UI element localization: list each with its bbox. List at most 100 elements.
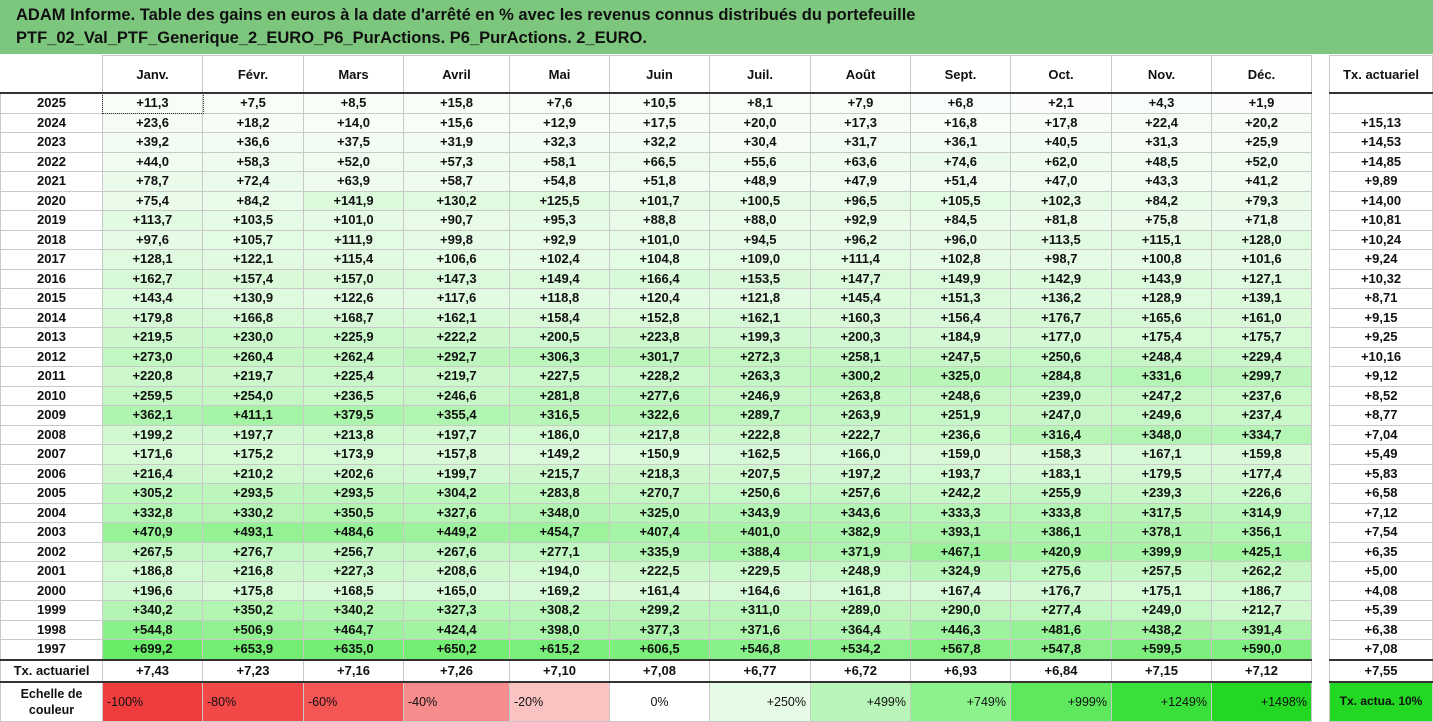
table-row: 1999 +340,2 +350,2 +340,2 +327,3 +308,2 +299,2… bbox=[0, 600, 1312, 621]
rate-cell: +10,81 bbox=[1329, 210, 1433, 231]
rate-cell: +8,77 bbox=[1329, 405, 1433, 426]
rate-cell: +6,38 bbox=[1329, 619, 1433, 640]
gain-cell: +101,7 bbox=[609, 190, 710, 211]
gain-cell: +249,6 bbox=[1111, 405, 1212, 426]
gain-cell: +293,5 bbox=[303, 483, 404, 504]
gain-cell: +175,2 bbox=[202, 444, 304, 465]
header-row: Tx. actuariel bbox=[1329, 55, 1433, 94]
gain-cell: +143,9 bbox=[1111, 268, 1212, 289]
gain-cell: +340,2 bbox=[102, 600, 203, 621]
year-cell: 2004 bbox=[0, 502, 103, 523]
gain-cell: +160,3 bbox=[810, 307, 911, 328]
gain-cell: +184,9 bbox=[910, 327, 1011, 348]
gain-cell: +177,0 bbox=[1010, 327, 1112, 348]
year-cell: 2000 bbox=[0, 580, 103, 601]
gain-cell: +162,1 bbox=[403, 307, 510, 328]
header-row: Janv. Févr. Mars Avril Mai Juin Juil. Août Sept.… bbox=[0, 55, 1312, 94]
table-row: 2024 +23,6 +18,2 +14,0 +15,6 +12,9 +17,5 +20,0 +… bbox=[0, 112, 1312, 133]
gain-cell: +355,4 bbox=[403, 405, 510, 426]
gain-cell: +615,2 bbox=[509, 639, 610, 660]
table-row: 2020 +75,4 +84,2 +141,9 +130,2 +125,5 +101,7 +1… bbox=[0, 190, 1312, 211]
year-cell: 2021 bbox=[0, 171, 103, 192]
table-row: +9,89 bbox=[1329, 171, 1433, 192]
gain-cell: +66,5 bbox=[609, 151, 710, 172]
gain-cell: +230,0 bbox=[202, 327, 304, 348]
gain-cell: +327,6 bbox=[403, 502, 510, 523]
gain-cell: +197,2 bbox=[810, 463, 911, 484]
table-row: 2014 +179,8 +166,8 +168,7 +162,1 +158,4 +152,8… bbox=[0, 307, 1312, 328]
gain-cell: +157,8 bbox=[403, 444, 510, 465]
gain-cell: +250,6 bbox=[709, 483, 811, 504]
gain-cell: +58,1 bbox=[509, 151, 610, 172]
gain-cell: +350,2 bbox=[202, 600, 304, 621]
gain-cell: +142,9 bbox=[1010, 268, 1112, 289]
gain-cell: +63,6 bbox=[810, 151, 911, 172]
gain-cell: +199,2 bbox=[102, 424, 203, 445]
actuarial-value: +6,84 bbox=[1010, 658, 1112, 683]
gain-cell: +348,0 bbox=[509, 502, 610, 523]
year-cell: 2008 bbox=[0, 424, 103, 445]
gain-cell: +84,2 bbox=[1111, 190, 1212, 211]
gain-cell: +262,2 bbox=[1211, 561, 1312, 582]
year-cell: 2018 bbox=[0, 229, 103, 250]
month-header: Mars bbox=[303, 55, 404, 94]
gain-cell: +247,5 bbox=[910, 346, 1011, 367]
actuarial-rate-table: Tx. actuariel +15,13 +14,53 +14,85 +9,89 +14,… bbox=[1329, 55, 1433, 722]
gain-cell: +74,6 bbox=[910, 151, 1011, 172]
gain-cell: +72,4 bbox=[202, 171, 304, 192]
table-row: +9,12 bbox=[1329, 366, 1433, 387]
table-row: +10,81 bbox=[1329, 210, 1433, 231]
gain-cell: +147,3 bbox=[403, 268, 510, 289]
gain-cell: +125,5 bbox=[509, 190, 610, 211]
gain-cell: +17,3 bbox=[810, 112, 911, 133]
gain-cell: +7,5 bbox=[202, 92, 304, 114]
gain-cell: +281,8 bbox=[509, 385, 610, 406]
gain-cell: +75,8 bbox=[1111, 210, 1212, 231]
gain-cell: +88,0 bbox=[709, 210, 811, 231]
year-cell: 2020 bbox=[0, 190, 103, 211]
gain-cell: +254,0 bbox=[202, 385, 304, 406]
gain-cell: +159,8 bbox=[1211, 444, 1312, 465]
gain-cell: +51,8 bbox=[609, 171, 710, 192]
gain-cell: +22,4 bbox=[1111, 112, 1212, 133]
gain-cell: +121,8 bbox=[709, 288, 811, 309]
table-row: 2009 +362,1 +411,1 +379,5 +355,4 +316,5 +322,6… bbox=[0, 405, 1312, 426]
gain-cell: +256,7 bbox=[303, 541, 404, 562]
gain-cell: +20,0 bbox=[709, 112, 811, 133]
gain-cell: +467,1 bbox=[910, 541, 1011, 562]
gain-cell: +411,1 bbox=[202, 405, 304, 426]
month-header: Nov. bbox=[1111, 55, 1212, 94]
gain-cell: +111,9 bbox=[303, 229, 404, 250]
gain-cell: +100,5 bbox=[709, 190, 811, 211]
gain-cell: +130,2 bbox=[403, 190, 510, 211]
gain-cell: +212,7 bbox=[1211, 600, 1312, 621]
actuarial-value: +6,72 bbox=[810, 658, 911, 683]
year-cell: 2010 bbox=[0, 385, 103, 406]
rate-cell: +5,00 bbox=[1329, 561, 1433, 582]
gain-cell: +356,1 bbox=[1211, 522, 1312, 543]
gain-cell: +31,3 bbox=[1111, 132, 1212, 153]
gain-cell: +166,8 bbox=[202, 307, 304, 328]
gain-cell: +343,6 bbox=[810, 502, 911, 523]
color-scale-step: -60% bbox=[303, 681, 404, 722]
gain-cell: +277,6 bbox=[609, 385, 710, 406]
gain-cell: +113,5 bbox=[1010, 229, 1112, 250]
table-row: +9,25 bbox=[1329, 327, 1433, 348]
gain-cell: +225,4 bbox=[303, 366, 404, 387]
gain-cell: +58,7 bbox=[403, 171, 510, 192]
gain-cell: +251,9 bbox=[910, 405, 1011, 426]
actuarial-value: +6,93 bbox=[910, 658, 1011, 683]
gain-cell: +534,2 bbox=[810, 639, 911, 660]
table-row: +7,08 bbox=[1329, 639, 1433, 660]
gain-cell: +424,4 bbox=[403, 619, 510, 640]
gain-cell: +98,7 bbox=[1010, 249, 1112, 270]
month-header: Août bbox=[810, 55, 911, 94]
gain-cell: +127,1 bbox=[1211, 268, 1312, 289]
gain-cell: +325,0 bbox=[910, 366, 1011, 387]
rate-cell: +5,83 bbox=[1329, 463, 1433, 484]
color-scale-step: -100% bbox=[102, 681, 203, 722]
rate-cell: +14,00 bbox=[1329, 190, 1433, 211]
gain-cell: +175,4 bbox=[1111, 327, 1212, 348]
gain-cell: +546,8 bbox=[709, 639, 811, 660]
gain-cell: +335,9 bbox=[609, 541, 710, 562]
